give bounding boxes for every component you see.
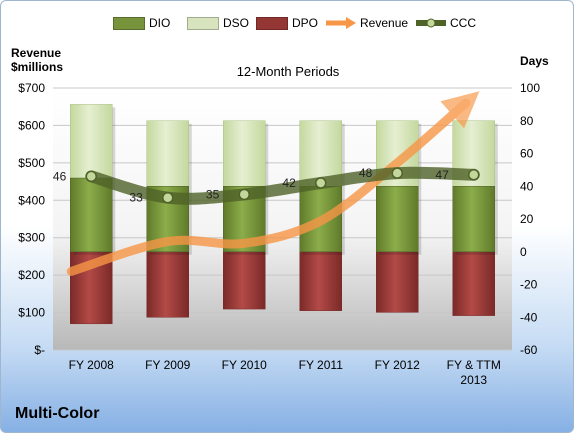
- left-axis-tick-label: $700: [18, 81, 45, 95]
- category-tick-label: FY 2008: [69, 358, 114, 372]
- category-tick-label: FY 2012: [375, 358, 420, 372]
- ccc-point: [468, 169, 480, 181]
- left-axis-tick-label: $600: [18, 118, 45, 132]
- ccc-data-label: 35: [206, 187, 220, 201]
- dio-bar: [452, 186, 495, 252]
- dio-bar: [376, 186, 419, 252]
- dso-bar: [146, 120, 189, 187]
- ccc-point: [391, 167, 403, 179]
- ccc-line: [85, 166, 480, 205]
- category-tick-label: FY 2009: [145, 358, 190, 372]
- legend-swatch-ccc: [416, 18, 446, 28]
- chart-legend: DIO DSO DPO Revenue CCC: [1, 13, 573, 33]
- left-axis-tick-label: $500: [18, 156, 45, 170]
- ccc-data-label: 47: [435, 168, 449, 182]
- ccc-data-label: 46: [53, 169, 67, 183]
- ccc-data-label: 33: [129, 191, 143, 205]
- right-axis-tick-label: 80: [520, 114, 534, 128]
- legend-swatch-dso: [187, 17, 219, 30]
- revenue-line: [66, 91, 480, 276]
- right-axis-tick-label: -40: [520, 310, 538, 324]
- dpo-bar: [223, 251, 266, 310]
- ccc-point: [315, 177, 327, 189]
- category-tick-label: FY & TTM: [447, 358, 501, 372]
- left-axis-tick-label: $400: [18, 193, 45, 207]
- tick-labels: $- $100 $200 $300 $400 $500 $600 $700 -60 -40 -20 0…: [18, 81, 540, 387]
- right-axis-tick-label: 0: [520, 245, 527, 259]
- ccc-data-label: 42: [282, 176, 296, 190]
- dpo-bar: [146, 251, 189, 318]
- legend-label: DSO: [223, 16, 250, 30]
- left-axis-tick-label: $-: [34, 343, 45, 357]
- legend-label: DIO: [149, 16, 171, 30]
- dso-bar: [223, 120, 266, 187]
- ccc-data-label: 48: [359, 166, 373, 180]
- right-axis-tick-label: 20: [520, 212, 534, 226]
- right-axis-tick-label: -20: [520, 278, 538, 292]
- category-tick-label: FY 2011: [299, 358, 344, 372]
- legend-swatch-dio: [113, 17, 145, 30]
- ccc-point: [162, 191, 174, 204]
- dso-bar: [70, 104, 113, 179]
- lines-layer: 46 33 35 42 48 47: [53, 91, 480, 276]
- right-axis-tick-label: 100: [520, 81, 540, 95]
- company-name: Multi-Color: [15, 405, 100, 422]
- legend-swatch-marker: [426, 18, 436, 28]
- dio-bar: [70, 177, 113, 252]
- legend-label: DPO: [292, 16, 319, 30]
- left-axis-title: Revenue $millions: [11, 46, 64, 74]
- legend-label: CCC: [450, 16, 476, 30]
- legend-swatch-revenue: [326, 17, 356, 29]
- right-axis-tick-label: -60: [520, 343, 538, 357]
- legend-swatch-dpo: [256, 17, 288, 30]
- right-axis-tick-label: 40: [520, 179, 534, 193]
- right-axis-tick-label: 60: [520, 147, 534, 161]
- legend-label: Revenue: [360, 16, 409, 30]
- dpo-bar: [452, 251, 495, 316]
- ccc-point: [85, 170, 97, 183]
- left-axis-tick-label: $100: [18, 306, 45, 320]
- dpo-bar: [376, 251, 419, 313]
- left-axis-tick-label: $300: [18, 231, 45, 245]
- legend-swatch-arrowhead: [346, 17, 356, 29]
- dpo-bar: [299, 251, 342, 311]
- category-tick-label: FY 2010: [222, 358, 267, 372]
- chart-title: 12-Month Periods: [236, 64, 340, 79]
- left-axis-tick-label: $200: [18, 268, 45, 282]
- category-tick-label: 2013: [460, 373, 487, 387]
- right-axis-title: Days: [520, 54, 549, 68]
- ccc-point: [238, 188, 250, 201]
